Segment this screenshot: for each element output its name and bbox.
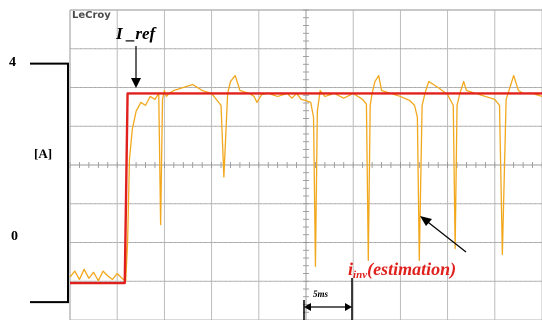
estimation-arrow-shaft — [423, 218, 467, 253]
scope-grid — [69, 9, 542, 320]
time-scale-label: 5ms — [313, 289, 329, 299]
reference-arrow-head — [131, 78, 141, 88]
estimation-label: iinv(estimation) — [348, 259, 456, 281]
y-axis-unit-label: [A] — [34, 146, 52, 161]
time-scale-left-arrow — [304, 303, 311, 311]
y-tick-label-top: 4 — [9, 55, 16, 70]
y-axis-bracket — [30, 62, 69, 304]
estimation-arrow-head — [420, 216, 432, 226]
reference-current-line — [70, 92, 542, 285]
scope-brand-label: LeCroy — [72, 10, 111, 21]
estimated-current-line — [69, 74, 542, 282]
estimation-label-main: i — [348, 259, 353, 279]
y-tick-label-bottom: 0 — [11, 229, 18, 244]
time-scale-marker: 5ms — [303, 278, 353, 320]
reference-label: I _ref — [115, 24, 158, 43]
waveform-series — [69, 74, 542, 285]
estimation-label-sub: inv — [353, 269, 367, 281]
estimation-label-tail: (estimation) — [367, 259, 456, 280]
time-scale-right-arrow — [345, 303, 352, 311]
